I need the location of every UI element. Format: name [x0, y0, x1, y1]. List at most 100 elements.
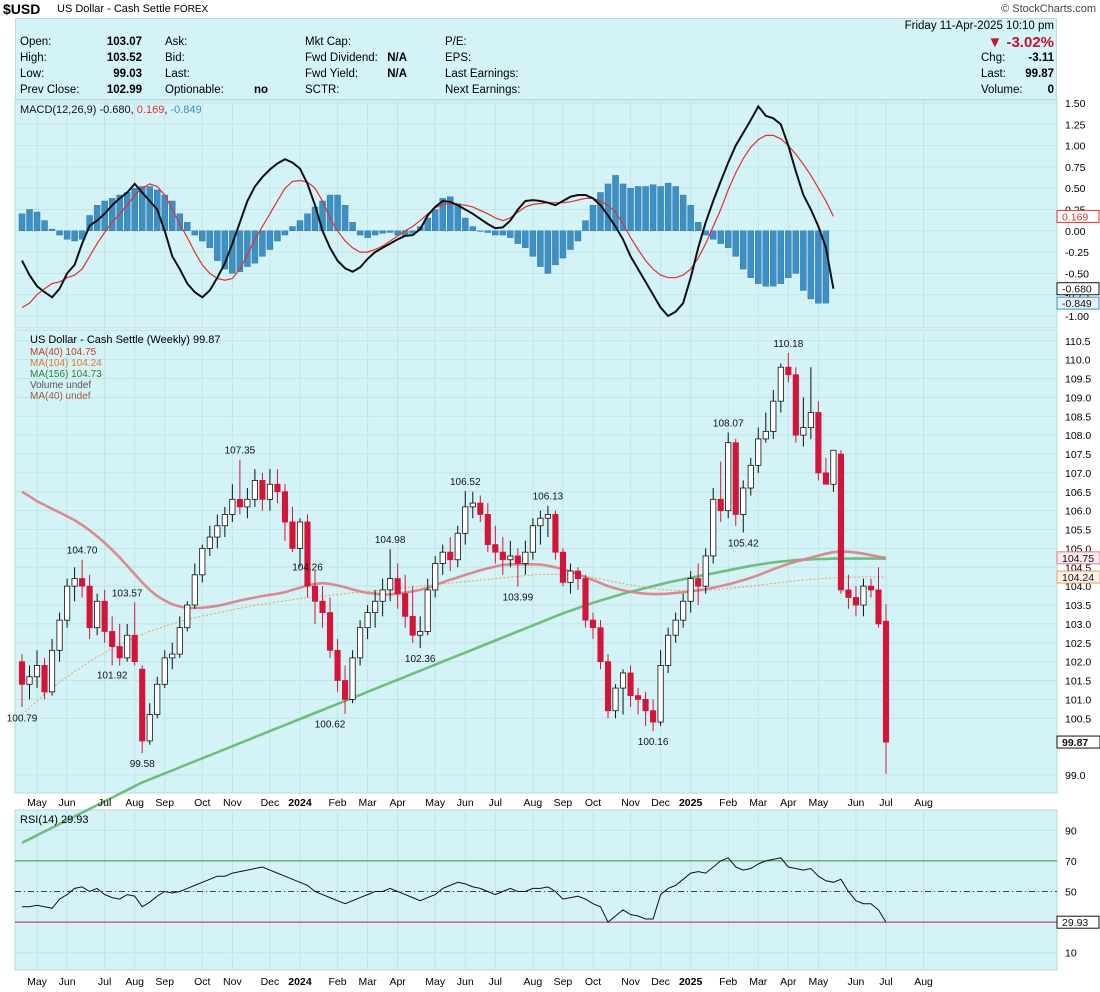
macd-histogram-bar [529, 230, 537, 257]
macd-histogram-bar [649, 184, 657, 232]
rsi-legend: RSI(14) 29.93 [20, 814, 88, 826]
rsi-tick-label: 70 [1065, 856, 1077, 868]
candle-body [680, 600, 687, 621]
macd-histogram-bar [514, 230, 522, 244]
open-label: Open: [20, 36, 52, 48]
macd-tick-label: 0.50 [1065, 183, 1086, 195]
macd-histogram-bar [582, 220, 589, 232]
price-tick-label: 110.0 [1065, 355, 1091, 367]
candle-body [717, 498, 724, 512]
macd-histogram-bar [642, 186, 649, 232]
rsi-x-label: Dec [261, 976, 280, 988]
macd-histogram-bar [732, 230, 739, 257]
macd-histogram-bar [123, 192, 131, 232]
price-tick-label: 107.0 [1065, 468, 1091, 480]
rsi-series [15, 857, 1057, 923]
candle-body [552, 514, 559, 553]
price-annotation: 101.92 [97, 671, 128, 682]
price-legend-volume-ma: MA(40) undef [30, 391, 91, 402]
macd-histogram-bar [612, 175, 619, 231]
macd-histogram-bar [770, 230, 777, 287]
candle-body [462, 506, 469, 534]
candle-body [785, 366, 792, 376]
price-legend-volume: Volume undef [30, 380, 91, 391]
macd-histogram-bar [214, 230, 221, 261]
macd-histogram-bar [792, 230, 800, 274]
macd-histogram-bar [56, 230, 63, 236]
price-x-label: Aug [125, 797, 144, 809]
volume-value: 0 [1047, 84, 1054, 96]
macd-value-tag: -0.849 [1062, 298, 1092, 310]
macd-value-tag: 0.169 [1062, 211, 1088, 223]
candle-body [477, 502, 484, 515]
candle-body [830, 449, 837, 485]
copyright: © StockCharts.com [1001, 3, 1096, 15]
price-legend-ma40: MA(40) 104.75 [30, 347, 97, 358]
macd-tick-label: 1.25 [1065, 119, 1086, 131]
rsi-x-label: May [425, 976, 446, 988]
candle-body [860, 585, 867, 606]
candle-body [424, 589, 431, 632]
rsi-x-label: Apr [389, 976, 406, 988]
price-tick-label: 106.0 [1065, 506, 1091, 518]
macd-histogram-bar [326, 194, 334, 232]
macd-histogram-bar [199, 230, 206, 242]
fwd-yield-label: Fwd Yield: [305, 68, 359, 80]
price-annotation: 110.18 [773, 339, 803, 350]
last-label: Last: [165, 68, 190, 80]
rsi-x-label: Feb [329, 976, 347, 988]
macd-legend-line: MACD(12,26,9) -0.680 [20, 104, 131, 116]
price-x-label: Apr [389, 797, 406, 809]
macd-tick-label: 1.50 [1065, 98, 1086, 110]
optionable-value: no [253, 84, 268, 96]
candle-body [447, 551, 454, 561]
macd-histogram-bar [672, 186, 679, 232]
candle-body [394, 578, 401, 595]
mkt-cap-label: Mkt Cap: [305, 36, 352, 48]
candle-body [79, 578, 86, 587]
candle-body [319, 600, 326, 613]
price-x-label: Aug [524, 797, 543, 809]
fwd-dividend-label: Fwd Dividend: [305, 52, 378, 64]
rsi-x-label: Jun [457, 976, 474, 988]
rsi-x-label: Oct [194, 976, 210, 988]
symbol-name-text: US Dollar - Cash Settle [57, 3, 171, 15]
candle-body [214, 525, 221, 538]
candle-body [612, 687, 619, 712]
candle-body [567, 570, 574, 583]
price-x-label: May [425, 797, 446, 809]
macd-histogram-bar [281, 230, 289, 236]
candle-body [357, 627, 364, 659]
symbol-name: US Dollar - Cash Settle FOREX [57, 3, 208, 15]
macd-histogram-bar [176, 213, 183, 231]
macd-histogram-bar [146, 186, 153, 232]
rsi-x-label: Dec [651, 976, 670, 988]
price-x-label: Mar [359, 797, 378, 809]
ma40-line [21, 490, 887, 610]
price-x-label: Sep [554, 797, 573, 809]
price-x-label: Jul [879, 797, 892, 809]
candle-body [777, 366, 784, 402]
rsi-tick-label: 50 [1065, 887, 1077, 899]
candle-body [379, 589, 386, 602]
rsi-x-label: Aug [125, 976, 144, 988]
price-series: 100.79 104.70 103.57 101.92 99.58 107.35 104.2… [7, 339, 890, 844]
open-value: 103.07 [106, 36, 142, 48]
price-x-label: Aug [914, 797, 933, 809]
last-earnings-label: Last Earnings: [445, 68, 519, 80]
rsi-x-label: Jul [879, 976, 892, 988]
optionable-label: Optionable: [165, 84, 224, 96]
price-tick-label: 109.5 [1065, 374, 1091, 386]
volume-label: Volume: [981, 84, 1023, 96]
candle-body [289, 521, 296, 549]
candle-body [191, 574, 198, 606]
price-tick-label: 108.5 [1065, 411, 1091, 423]
candle-body [124, 634, 131, 659]
candle-body [627, 672, 634, 697]
gridlines [15, 100, 1057, 970]
candle-body [259, 480, 266, 500]
candle-body [244, 498, 251, 508]
price-legend-ma156: MA(156) 104.73 [30, 369, 102, 380]
rsi-x-label: Sep [554, 976, 573, 988]
candle-body [559, 551, 566, 583]
